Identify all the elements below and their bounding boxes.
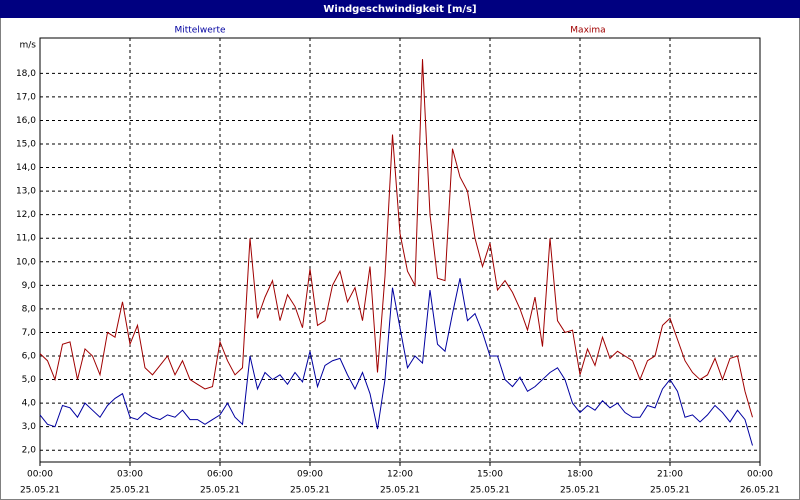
x-tick-label: 12:00 <box>387 470 413 480</box>
y-tick-label: 3,0 <box>22 422 37 432</box>
x-tick-date: 25.05.21 <box>380 486 420 496</box>
legend-label: Maxima <box>570 26 605 36</box>
x-tick-label: 18:00 <box>567 470 593 480</box>
x-tick-date: 25.05.21 <box>200 486 240 496</box>
x-tick-date: 25.05.21 <box>110 486 150 496</box>
x-tick-label: 15:00 <box>477 470 503 480</box>
y-axis-label: m/s <box>20 41 37 51</box>
x-tick-date: 25.05.21 <box>650 486 690 496</box>
x-tick-label: 06:00 <box>207 470 233 480</box>
x-tick-label: 03:00 <box>117 470 143 480</box>
chart-title: Windgeschwindigkeit [m/s] <box>323 4 476 15</box>
x-tick-label: 00:00 <box>27 470 53 480</box>
y-tick-label: 16,0 <box>16 116 36 126</box>
x-tick-date: 25.05.21 <box>470 486 510 496</box>
y-tick-label: 13,0 <box>16 187 36 197</box>
x-tick-label: 09:00 <box>297 470 323 480</box>
y-tick-label: 11,0 <box>16 234 36 244</box>
data-line <box>39 278 753 446</box>
x-tick-date: 25.05.21 <box>560 486 600 496</box>
x-tick-date: 25.05.21 <box>290 486 330 496</box>
data-line <box>39 59 753 418</box>
y-tick-label: 6,0 <box>22 352 37 362</box>
title-bar <box>0 0 800 18</box>
y-tick-label: 8,0 <box>22 304 37 314</box>
y-tick-label: 17,0 <box>16 92 36 102</box>
legend-label: Mittelwerte <box>174 26 225 36</box>
y-tick-label: 18,0 <box>16 69 36 79</box>
x-tick-label: 00:00 <box>747 470 773 480</box>
y-tick-label: 4,0 <box>22 399 37 409</box>
y-tick-label: 14,0 <box>16 163 36 173</box>
y-tick-label: 9,0 <box>22 281 37 291</box>
x-tick-date: 26.05.21 <box>740 486 780 496</box>
y-tick-label: 10,0 <box>16 257 36 267</box>
y-tick-label: 12,0 <box>16 210 36 220</box>
y-tick-label: 2,0 <box>22 446 37 456</box>
y-tick-label: 7,0 <box>22 328 37 338</box>
x-tick-date: 25.05.21 <box>20 486 60 496</box>
y-tick-label: 15,0 <box>16 140 36 150</box>
x-tick-label: 21:00 <box>657 470 683 480</box>
y-tick-label: 5,0 <box>22 375 37 385</box>
